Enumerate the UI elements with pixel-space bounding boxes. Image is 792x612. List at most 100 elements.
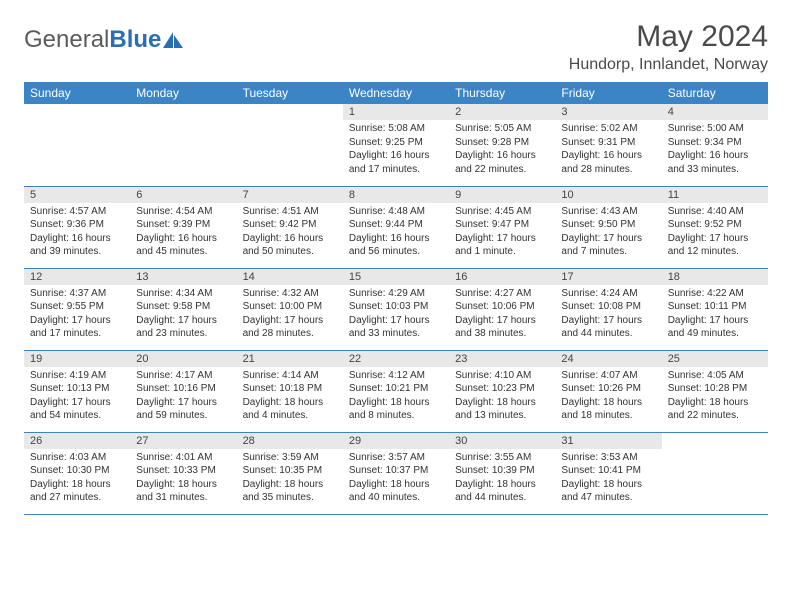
daylight-text: Daylight: 16 hours and 33 minutes. bbox=[668, 149, 762, 176]
column-header: Saturday bbox=[662, 82, 768, 104]
column-header: Wednesday bbox=[343, 82, 449, 104]
day-number: 20 bbox=[130, 351, 236, 367]
day-content: Sunrise: 3:59 AMSunset: 10:35 PMDaylight… bbox=[237, 449, 343, 509]
day-content: Sunrise: 5:02 AMSunset: 9:31 PMDaylight:… bbox=[555, 120, 661, 180]
calendar-day-cell: 2Sunrise: 5:05 AMSunset: 9:28 PMDaylight… bbox=[449, 104, 555, 186]
sunrise-text: Sunrise: 4:10 AM bbox=[455, 369, 549, 383]
day-content: Sunrise: 4:19 AMSunset: 10:13 PMDaylight… bbox=[24, 367, 130, 427]
sunset-text: Sunset: 10:30 PM bbox=[30, 464, 124, 478]
calendar-day-cell: 18Sunrise: 4:22 AMSunset: 10:11 PMDaylig… bbox=[662, 268, 768, 350]
daylight-text: Daylight: 18 hours and 18 minutes. bbox=[561, 396, 655, 423]
day-content: Sunrise: 5:05 AMSunset: 9:28 PMDaylight:… bbox=[449, 120, 555, 180]
logo: GeneralBlue bbox=[24, 26, 183, 54]
daylight-text: Daylight: 16 hours and 45 minutes. bbox=[136, 232, 230, 259]
sunrise-text: Sunrise: 4:29 AM bbox=[349, 287, 443, 301]
day-number: 11 bbox=[662, 187, 768, 203]
day-content: Sunrise: 4:45 AMSunset: 9:47 PMDaylight:… bbox=[449, 203, 555, 263]
sunset-text: Sunset: 9:31 PM bbox=[561, 136, 655, 150]
daylight-text: Daylight: 16 hours and 17 minutes. bbox=[349, 149, 443, 176]
day-content: Sunrise: 4:54 AMSunset: 9:39 PMDaylight:… bbox=[130, 203, 236, 263]
sunset-text: Sunset: 10:06 PM bbox=[455, 300, 549, 314]
day-content: Sunrise: 3:55 AMSunset: 10:39 PMDaylight… bbox=[449, 449, 555, 509]
day-number: 3 bbox=[555, 104, 661, 120]
day-number bbox=[24, 104, 130, 121]
calendar: SundayMondayTuesdayWednesdayThursdayFrid… bbox=[24, 82, 768, 515]
day-number: 12 bbox=[24, 269, 130, 285]
sunrise-text: Sunrise: 3:57 AM bbox=[349, 451, 443, 465]
calendar-day-cell: 19Sunrise: 4:19 AMSunset: 10:13 PMDaylig… bbox=[24, 350, 130, 432]
day-number: 22 bbox=[343, 351, 449, 367]
calendar-day-cell: 10Sunrise: 4:43 AMSunset: 9:50 PMDayligh… bbox=[555, 186, 661, 268]
sunset-text: Sunset: 10:41 PM bbox=[561, 464, 655, 478]
sunset-text: Sunset: 9:44 PM bbox=[349, 218, 443, 232]
daylight-text: Daylight: 17 hours and 7 minutes. bbox=[561, 232, 655, 259]
sunset-text: Sunset: 10:39 PM bbox=[455, 464, 549, 478]
sunset-text: Sunset: 9:34 PM bbox=[668, 136, 762, 150]
day-content: Sunrise: 4:34 AMSunset: 9:58 PMDaylight:… bbox=[130, 285, 236, 345]
day-number: 1 bbox=[343, 104, 449, 120]
day-number: 28 bbox=[237, 433, 343, 449]
sunrise-text: Sunrise: 4:12 AM bbox=[349, 369, 443, 383]
sunrise-text: Sunrise: 5:05 AM bbox=[455, 122, 549, 136]
calendar-day-cell: 5Sunrise: 4:57 AMSunset: 9:36 PMDaylight… bbox=[24, 186, 130, 268]
sunrise-text: Sunrise: 5:00 AM bbox=[668, 122, 762, 136]
day-content: Sunrise: 4:29 AMSunset: 10:03 PMDaylight… bbox=[343, 285, 449, 345]
sunrise-text: Sunrise: 4:54 AM bbox=[136, 205, 230, 219]
day-content: Sunrise: 3:57 AMSunset: 10:37 PMDaylight… bbox=[343, 449, 449, 509]
calendar-day-cell: 24Sunrise: 4:07 AMSunset: 10:26 PMDaylig… bbox=[555, 350, 661, 432]
calendar-week-row: 5Sunrise: 4:57 AMSunset: 9:36 PMDaylight… bbox=[24, 186, 768, 268]
calendar-day-cell bbox=[237, 104, 343, 186]
day-number: 4 bbox=[662, 104, 768, 120]
sunset-text: Sunset: 9:50 PM bbox=[561, 218, 655, 232]
sunset-text: Sunset: 10:03 PM bbox=[349, 300, 443, 314]
day-content: Sunrise: 5:00 AMSunset: 9:34 PMDaylight:… bbox=[662, 120, 768, 180]
day-content: Sunrise: 4:07 AMSunset: 10:26 PMDaylight… bbox=[555, 367, 661, 427]
daylight-text: Daylight: 18 hours and 35 minutes. bbox=[243, 478, 337, 505]
daylight-text: Daylight: 18 hours and 4 minutes. bbox=[243, 396, 337, 423]
day-content: Sunrise: 5:08 AMSunset: 9:25 PMDaylight:… bbox=[343, 120, 449, 180]
day-content: Sunrise: 4:48 AMSunset: 9:44 PMDaylight:… bbox=[343, 203, 449, 263]
daylight-text: Daylight: 16 hours and 50 minutes. bbox=[243, 232, 337, 259]
location: Hundorp, Innlandet, Norway bbox=[569, 56, 768, 74]
daylight-text: Daylight: 18 hours and 27 minutes. bbox=[30, 478, 124, 505]
sunset-text: Sunset: 9:52 PM bbox=[668, 218, 762, 232]
daylight-text: Daylight: 18 hours and 44 minutes. bbox=[455, 478, 549, 505]
calendar-day-cell: 8Sunrise: 4:48 AMSunset: 9:44 PMDaylight… bbox=[343, 186, 449, 268]
day-number: 9 bbox=[449, 187, 555, 203]
calendar-week-row: 26Sunrise: 4:03 AMSunset: 10:30 PMDaylig… bbox=[24, 432, 768, 514]
sunset-text: Sunset: 10:23 PM bbox=[455, 382, 549, 396]
sunset-text: Sunset: 10:11 PM bbox=[668, 300, 762, 314]
calendar-day-cell: 31Sunrise: 3:53 AMSunset: 10:41 PMDaylig… bbox=[555, 432, 661, 514]
sunset-text: Sunset: 9:55 PM bbox=[30, 300, 124, 314]
daylight-text: Daylight: 18 hours and 47 minutes. bbox=[561, 478, 655, 505]
column-header: Tuesday bbox=[237, 82, 343, 104]
day-number: 21 bbox=[237, 351, 343, 367]
sunset-text: Sunset: 10:21 PM bbox=[349, 382, 443, 396]
sunrise-text: Sunrise: 3:55 AM bbox=[455, 451, 549, 465]
sunset-text: Sunset: 9:36 PM bbox=[30, 218, 124, 232]
sunrise-text: Sunrise: 4:34 AM bbox=[136, 287, 230, 301]
sunrise-text: Sunrise: 3:59 AM bbox=[243, 451, 337, 465]
calendar-day-cell: 17Sunrise: 4:24 AMSunset: 10:08 PMDaylig… bbox=[555, 268, 661, 350]
day-number bbox=[130, 104, 236, 121]
sunset-text: Sunset: 10:08 PM bbox=[561, 300, 655, 314]
day-number: 16 bbox=[449, 269, 555, 285]
day-number: 24 bbox=[555, 351, 661, 367]
daylight-text: Daylight: 17 hours and 28 minutes. bbox=[243, 314, 337, 341]
calendar-day-cell: 15Sunrise: 4:29 AMSunset: 10:03 PMDaylig… bbox=[343, 268, 449, 350]
calendar-day-cell: 12Sunrise: 4:37 AMSunset: 9:55 PMDayligh… bbox=[24, 268, 130, 350]
daylight-text: Daylight: 17 hours and 1 minute. bbox=[455, 232, 549, 259]
calendar-day-cell: 1Sunrise: 5:08 AMSunset: 9:25 PMDaylight… bbox=[343, 104, 449, 186]
sunset-text: Sunset: 10:33 PM bbox=[136, 464, 230, 478]
sunset-text: Sunset: 10:16 PM bbox=[136, 382, 230, 396]
day-number: 14 bbox=[237, 269, 343, 285]
sunrise-text: Sunrise: 4:45 AM bbox=[455, 205, 549, 219]
day-number: 2 bbox=[449, 104, 555, 120]
sail-icon bbox=[163, 32, 183, 48]
month-title: May 2024 bbox=[569, 20, 768, 54]
daylight-text: Daylight: 18 hours and 8 minutes. bbox=[349, 396, 443, 423]
sunset-text: Sunset: 10:13 PM bbox=[30, 382, 124, 396]
sunset-text: Sunset: 9:47 PM bbox=[455, 218, 549, 232]
day-number: 18 bbox=[662, 269, 768, 285]
sunrise-text: Sunrise: 4:03 AM bbox=[30, 451, 124, 465]
